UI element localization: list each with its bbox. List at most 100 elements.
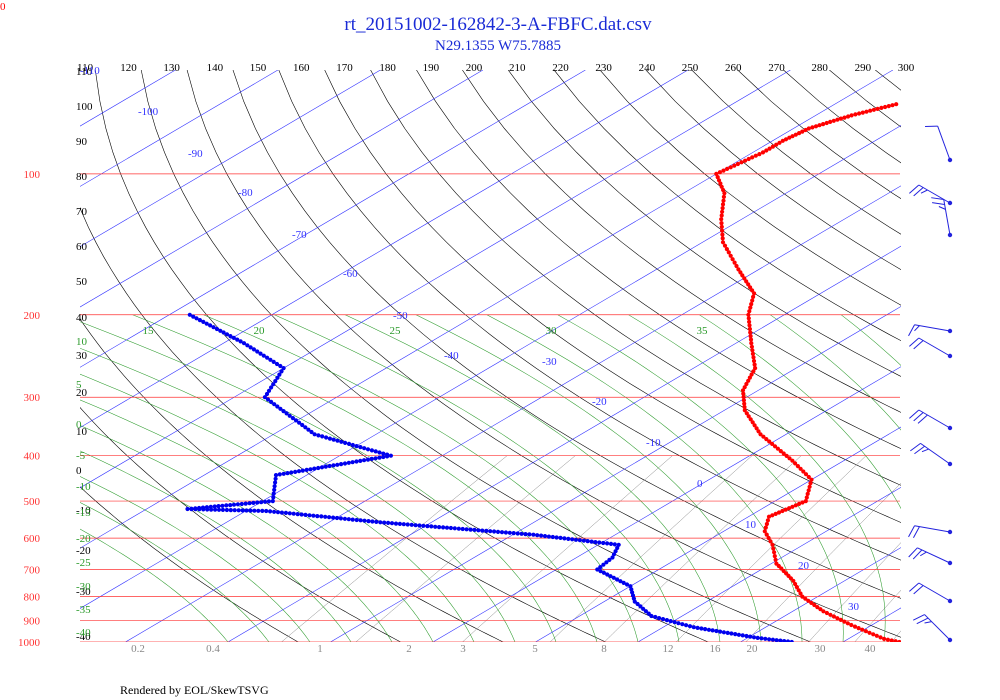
chart-title: rt_20151002-162842-3-A-FBFC.dat.csv — [344, 14, 652, 35]
moist-adiabat-line — [344, 314, 721, 642]
dewpoint-profile-point — [189, 507, 194, 512]
dewpoint-profile-point — [448, 525, 453, 531]
temperature-profile-point — [719, 217, 724, 222]
temperature-profile-point — [809, 600, 814, 606]
dewpoint-profile-point — [342, 461, 348, 466]
temperature-profile-point — [720, 236, 725, 241]
dewpoint-profile-point — [570, 537, 575, 542]
mixing-ratio-label: 8 — [601, 643, 607, 655]
temperature-profile-point — [719, 224, 724, 229]
wind-barb-flag — [914, 445, 925, 455]
temperature-profile-point — [812, 602, 817, 608]
dewpoint-profile-point — [264, 508, 269, 514]
dewpoint-profile-point — [374, 519, 379, 525]
dewpoint-profile-point — [273, 379, 278, 384]
dewpoint-profile-point — [378, 520, 383, 525]
dewpoint-profile-point — [542, 534, 548, 539]
isotherm-label: -50 — [393, 310, 408, 322]
dewpoint-profile-point — [389, 521, 395, 526]
dewpoint-profile-point — [550, 534, 555, 540]
isotherm-label: 0 — [697, 478, 703, 490]
isotherm-line — [637, 486, 901, 642]
mixing-ratio-label: 0.4 — [206, 643, 220, 655]
dewpoint-profile-point — [460, 526, 465, 532]
dewpoint-profile-point — [272, 487, 277, 492]
isotherm-line — [946, 70, 1000, 642]
theta-left-label: -40 — [76, 631, 91, 643]
dewpoint-profile-point — [699, 626, 704, 631]
dewpoint-profile-point — [255, 500, 260, 505]
isotherm-line — [80, 70, 689, 428]
dewpoint-profile-point — [201, 507, 206, 512]
temperature-profile-point — [795, 464, 801, 469]
temperature-profile-point — [803, 127, 808, 133]
temperature-profile-point — [749, 344, 755, 349]
temperature-profile-point — [747, 309, 752, 314]
wind-barb-flag — [909, 337, 920, 347]
temperature-profile-point — [772, 554, 777, 559]
temperature-profile-point — [842, 619, 847, 624]
mixing-ratio-line — [462, 455, 673, 642]
temperature-profile-point — [751, 355, 756, 360]
dry-adiabat-line — [416, 70, 901, 450]
dewpoint-profile-point — [283, 510, 288, 515]
dewpoint-profile-point — [718, 629, 723, 634]
temperature-profile-point — [716, 178, 722, 183]
temperature-profile-point — [778, 449, 783, 454]
dewpoint-profile-point — [381, 451, 386, 456]
dewpoint-profile-point — [763, 636, 768, 641]
temperature-profile-point — [773, 557, 778, 562]
moist-adiabat-line — [132, 314, 598, 642]
temperature-profile-point — [763, 525, 768, 530]
wind-barb-flag — [909, 409, 920, 419]
moist-adiabat-line — [80, 399, 434, 642]
dewpoint-profile-point — [354, 444, 359, 449]
temperature-profile-point — [739, 160, 744, 165]
temperature-profile-point — [748, 417, 753, 422]
dewpoint-profile-point — [297, 420, 302, 425]
dewpoint-profile-point — [312, 432, 317, 437]
dewpoint-profile-point — [527, 532, 532, 537]
temperature-profile-point — [781, 451, 786, 456]
theta-e-label: 30 — [546, 325, 558, 337]
temperature-profile-point — [793, 132, 798, 137]
dewpoint-profile-point — [618, 579, 623, 584]
moist-adiabat-line — [770, 314, 901, 431]
dewpoint-profile-point — [740, 633, 745, 638]
temperature-profile-point — [750, 155, 755, 160]
temperature-profile-point — [856, 626, 861, 631]
temperature-profile-point — [720, 202, 726, 207]
wind-barb-flag — [924, 621, 932, 624]
dewpoint-profile-point — [616, 542, 621, 547]
moist-adiabat-line — [203, 314, 639, 642]
temperature-profile-point — [849, 113, 854, 118]
temperature-profile-point — [794, 585, 800, 590]
dewpoint-profile-point — [293, 418, 299, 423]
temperature-profile-point — [801, 469, 806, 474]
dewpoint-profile-point — [531, 532, 536, 537]
dewpoint-profile-point — [311, 513, 316, 518]
dewpoint-profile-point — [323, 514, 328, 519]
temperature-profile-point — [797, 131, 802, 136]
dewpoint-profile-point — [187, 312, 192, 317]
dewpoint-profile-point — [687, 624, 693, 629]
theta-e-left-label: -5 — [76, 450, 86, 462]
temperature-profile-point — [897, 639, 901, 642]
temperature-profile-point — [871, 107, 877, 112]
dewpoint-profile-point — [327, 515, 332, 520]
dewpoint-profile-point — [441, 525, 446, 530]
temperature-profile-point — [721, 168, 726, 173]
dewpoint-profile-point — [232, 508, 237, 513]
dewpoint-profile-point — [729, 631, 734, 636]
temperature-profile-point — [762, 529, 767, 534]
mixing-ratio-label: 20 — [747, 643, 759, 655]
dewpoint-profile-point — [751, 635, 757, 640]
temperature-profile-point — [771, 546, 776, 551]
dewpoint-profile-point — [300, 422, 305, 428]
dewpoint-profile-point — [193, 507, 198, 512]
temperature-profile-point — [748, 285, 753, 290]
dewpoint-profile-point — [209, 507, 214, 512]
dry-adiabat-line — [232, 70, 901, 599]
dewpoint-profile-point — [221, 330, 226, 335]
temperature-profile-point — [736, 267, 741, 272]
